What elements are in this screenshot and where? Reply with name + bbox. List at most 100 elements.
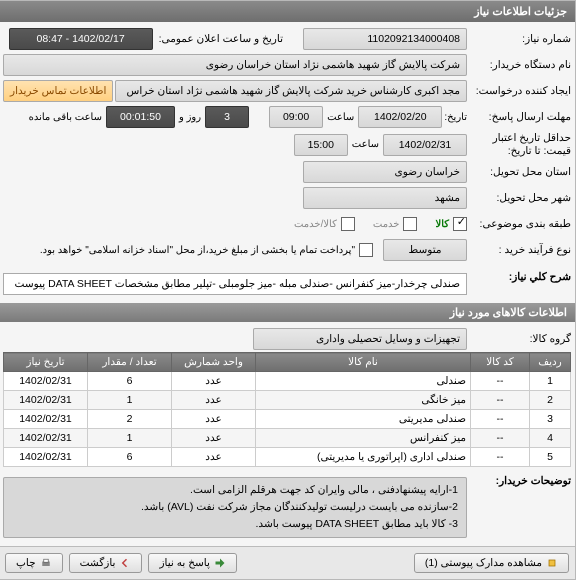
reply-remain-suffix: ساعت باقی مانده	[29, 112, 102, 123]
need-no-value: 1102092134000408	[303, 28, 467, 50]
th-qty: تعداد / مقدار	[88, 353, 172, 372]
table-cell: عدد	[172, 448, 256, 467]
city-value: مشهد	[303, 187, 467, 209]
table-cell: 6	[88, 372, 172, 391]
table-cell: --	[471, 448, 530, 467]
answer-button[interactable]: پاسخ به نیاز	[148, 553, 236, 573]
process-note: "پرداخت تمام یا بخشی از مبلغ خرید،از محل…	[40, 245, 355, 256]
table-cell: 3	[530, 410, 571, 429]
th-name: نام کالا	[256, 353, 471, 372]
table-row[interactable]: 4--میز کنفرانسعدد11402/02/31	[4, 429, 571, 448]
back-icon	[119, 557, 131, 569]
table-cell: صندلی	[256, 372, 471, 391]
print-icon	[40, 557, 52, 569]
reply-icon	[214, 557, 226, 569]
table-row[interactable]: 1--صندلیعدد61402/02/31	[4, 372, 571, 391]
notes-box: 1-ارایه پیشنهادفنی ، مالی وایران کد جهت …	[3, 477, 467, 537]
print-button[interactable]: چاپ	[5, 553, 63, 573]
note-3: 3- کالا باید مطابق DATA SHEET پیوست باشد…	[12, 516, 458, 533]
checkbox-payment[interactable]	[359, 243, 373, 257]
cat-gs: کالا/خدمت	[294, 219, 337, 230]
buyer-org-label: نام دستگاه خریدار:	[467, 59, 571, 71]
table-cell: 2	[88, 410, 172, 429]
table-row[interactable]: 3--صندلی مدیریتیعدد21402/02/31	[4, 410, 571, 429]
footer-bar: مشاهده مدارک پیوستی (1) پاسخ به نیاز باز…	[0, 546, 575, 579]
province-label: استان محل تحویل:	[467, 166, 571, 178]
table-row[interactable]: 5--صندلی اداری (اپراتوری یا مدیریتی)عدد6…	[4, 448, 571, 467]
title-value: صندلی چرخدار-میز کنفرانس -صندلی مبله -می…	[3, 273, 467, 295]
th-row: ردیف	[530, 353, 571, 372]
table-cell: میز خانگی	[256, 391, 471, 410]
checkbox-goods-service[interactable]	[341, 217, 355, 231]
table-cell: 2	[530, 391, 571, 410]
table-header-row: ردیف کد کالا نام کالا واحد شمارش تعداد /…	[4, 353, 571, 372]
th-code: کد کالا	[471, 353, 530, 372]
public-dt-value: 1402/02/17 - 08:47	[9, 28, 153, 50]
table-cell: صندلی مدیریتی	[256, 410, 471, 429]
table-cell: --	[471, 391, 530, 410]
reply-date: 1402/02/20	[358, 106, 442, 128]
notes-label: توضیحات خریدار:	[467, 475, 571, 487]
reply-time-label: ساعت	[327, 112, 354, 123]
table-cell: --	[471, 429, 530, 448]
buyer-org-value: شرکت پالایش گاز شهید هاشمی نژاد استان خر…	[3, 54, 467, 76]
table-cell: عدد	[172, 391, 256, 410]
table-cell: 1	[530, 372, 571, 391]
note-2: 2-سازنده می بایست درلیست تولیدکنندگان مج…	[12, 499, 458, 516]
items-table: ردیف کد کالا نام کالا واحد شمارش تعداد /…	[3, 352, 571, 467]
cat-goods: کالا	[435, 219, 449, 230]
table-cell: عدد	[172, 429, 256, 448]
cat-label: طبقه بندی موضوعی:	[467, 218, 571, 230]
reply-days-suffix: روز و	[179, 112, 201, 123]
table-cell: --	[471, 372, 530, 391]
city-label: شهر محل تحویل:	[467, 192, 571, 204]
form-area: شماره نیاز: 1102092134000408 تاریخ و ساع…	[0, 22, 575, 546]
reply-remain: 00:01:50	[106, 106, 175, 128]
reply-days: 3	[205, 106, 249, 128]
public-dt-label: تاریخ و ساعت اعلان عمومی:	[159, 33, 283, 45]
table-cell: 1402/02/31	[4, 448, 88, 467]
process-value: متوسط	[383, 239, 467, 261]
table-cell: 4	[530, 429, 571, 448]
province-value: خراسان رضوی	[303, 161, 467, 183]
table-cell: --	[471, 410, 530, 429]
note-1: 1-ارایه پیشنهادفنی ، مالی وایران کد جهت …	[12, 482, 458, 499]
cat-service: خدمت	[373, 219, 400, 230]
need-no-label: شماره نیاز:	[467, 33, 571, 45]
table-cell: صندلی اداری (اپراتوری یا مدیریتی)	[256, 448, 471, 467]
title-label: شرح کلي نياز:	[467, 271, 571, 283]
items-section-header: اطلاعات کالاهای مورد نیاز	[0, 303, 575, 322]
back-button[interactable]: بازگشت	[69, 553, 143, 573]
table-cell: عدد	[172, 372, 256, 391]
checkbox-goods[interactable]	[453, 217, 467, 231]
validity-time-label: ساعت	[352, 139, 379, 150]
need-detail-panel: جزئیات اطلاعات نیاز شماره نیاز: 11020921…	[0, 0, 576, 580]
table-cell: 1	[88, 391, 172, 410]
process-label: نوع فرآیند خرید :	[467, 244, 571, 256]
table-cell: 6	[88, 448, 172, 467]
validity-label: حداقل تاریخ اعتبار قیمت: تا تاریخ:	[467, 132, 571, 157]
group-value: تجهیزات و وسایل تحصیلی واداری	[253, 328, 467, 350]
th-unit: واحد شمارش	[172, 353, 256, 372]
req-creator-value: مجد اکبری کارشناس خرید شرکت پالایش گاز ش…	[115, 80, 467, 102]
table-cell: میز کنفرانس	[256, 429, 471, 448]
buyer-contact-btn[interactable]: اطلاعات تماس خریدار	[3, 80, 113, 102]
table-row[interactable]: 2--میز خانگیعدد11402/02/31	[4, 391, 571, 410]
reply-time: 09:00	[269, 106, 323, 128]
table-cell: 5	[530, 448, 571, 467]
group-label: گروه کالا:	[467, 333, 571, 345]
th-date: تاریخ نیاز	[4, 353, 88, 372]
reply-label: مهلت ارسال پاسخ:	[467, 111, 571, 123]
validity-time: 15:00	[294, 134, 348, 156]
reply-date-label: تاریخ:	[444, 112, 467, 123]
table-cell: 1402/02/31	[4, 429, 88, 448]
checkbox-service[interactable]	[403, 217, 417, 231]
table-cell: 1402/02/31	[4, 391, 88, 410]
view-attachments-button[interactable]: مشاهده مدارک پیوستی (1)	[414, 553, 569, 573]
req-creator-label: ایجاد کننده درخواست:	[467, 85, 571, 97]
table-cell: 1	[88, 429, 172, 448]
attachment-icon	[546, 557, 558, 569]
table-cell: عدد	[172, 410, 256, 429]
table-cell: 1402/02/31	[4, 372, 88, 391]
validity-date: 1402/02/31	[383, 134, 467, 156]
